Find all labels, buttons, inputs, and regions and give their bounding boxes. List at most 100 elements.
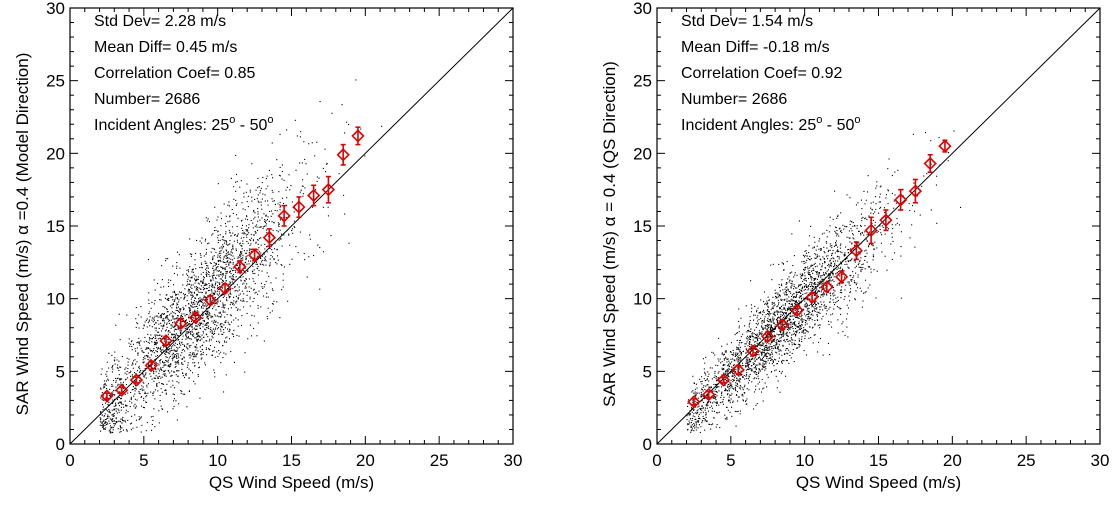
scatter-point	[782, 314, 784, 316]
scatter-point	[805, 315, 807, 317]
scatter-point	[201, 357, 203, 359]
scatter-point	[238, 294, 240, 296]
scatter-point	[153, 373, 155, 375]
scatter-point	[853, 275, 855, 277]
scatter-point	[793, 361, 795, 363]
scatter-point	[243, 306, 245, 308]
scatter-point	[738, 344, 740, 346]
scatter-point	[754, 344, 756, 346]
scatter-point	[294, 119, 296, 121]
scatter-point	[161, 265, 163, 267]
scatter-point	[142, 361, 144, 363]
scatter-point	[781, 283, 783, 285]
scatter-point	[131, 362, 133, 364]
scatter-point	[229, 329, 231, 331]
scatter-point	[104, 428, 106, 430]
scatter-point	[241, 245, 243, 247]
scatter-point	[696, 413, 698, 415]
scatter-point	[175, 365, 177, 367]
scatter-point	[117, 428, 119, 430]
scatter-point	[212, 337, 214, 339]
scatter-point	[248, 278, 250, 280]
scatter-point	[852, 233, 854, 235]
scatter-point	[206, 354, 208, 356]
scatter-point	[836, 217, 838, 219]
scatter-point	[218, 350, 220, 352]
scatter-point	[164, 351, 166, 353]
scatter-point	[253, 280, 255, 282]
scatter-point	[753, 378, 755, 380]
scatter-point	[165, 294, 167, 296]
scatter-point	[185, 374, 187, 376]
scatter-point	[211, 301, 213, 303]
scatter-point	[789, 319, 791, 321]
scatter-point	[900, 246, 902, 248]
scatter-point	[912, 133, 914, 135]
scatter-point	[216, 274, 218, 276]
scatter-point	[780, 323, 782, 325]
scatter-point	[181, 362, 183, 364]
scatter-point	[282, 197, 284, 199]
scatter-point	[253, 211, 255, 213]
scatter-point	[227, 204, 229, 206]
scatter-point	[251, 163, 253, 165]
scatter-point	[176, 353, 178, 355]
scatter-point	[725, 406, 727, 408]
scatter-point	[798, 307, 800, 309]
scatter-point	[878, 212, 880, 214]
scatter-point	[837, 249, 839, 251]
scatter-point	[265, 256, 267, 258]
scatter-point	[185, 319, 187, 321]
scatter-point	[202, 317, 204, 319]
scatter-point	[149, 373, 151, 375]
scatter-point	[274, 248, 276, 250]
scatter-point	[155, 327, 157, 329]
scatter-point	[111, 371, 113, 373]
scatter-point	[693, 425, 695, 427]
scatter-point	[182, 274, 184, 276]
scatter-point	[257, 322, 259, 324]
scatter-point	[755, 364, 757, 366]
scatter-point	[199, 323, 201, 325]
scatter-point	[261, 182, 263, 184]
scatter-point	[732, 354, 734, 356]
scatter-point	[735, 390, 737, 392]
scatter-point	[725, 351, 727, 353]
scatter-point	[751, 333, 753, 335]
scatter-point	[107, 417, 109, 419]
scatter-point	[711, 351, 713, 353]
scatter-point	[163, 345, 165, 347]
scatter-point	[165, 359, 167, 361]
scatter-point	[226, 254, 228, 256]
scatter-point	[260, 282, 262, 284]
mean-marker	[277, 209, 291, 223]
scatter-point	[251, 237, 253, 239]
scatter-point	[225, 231, 227, 233]
scatter-point	[697, 406, 699, 408]
scatter-point	[841, 286, 843, 288]
scatter-point	[188, 292, 190, 294]
scatter-point	[104, 424, 106, 426]
scatter-point	[793, 333, 795, 335]
scatter-point	[177, 293, 179, 295]
scatter-point	[801, 318, 803, 320]
scatter-point	[222, 311, 224, 313]
scatter-point	[202, 311, 204, 313]
scatter-point	[192, 335, 194, 337]
scatter-point	[242, 230, 244, 232]
scatter-point	[322, 206, 324, 208]
scatter-point	[270, 244, 272, 246]
scatter-point	[291, 230, 293, 232]
scatter-point	[103, 380, 105, 382]
scatter-point	[164, 370, 166, 372]
scatter-point	[104, 419, 106, 421]
scatter-point	[228, 296, 230, 298]
scatter-point	[135, 363, 137, 365]
scatter-point	[239, 309, 241, 311]
scatter-point	[228, 205, 230, 207]
scatter-point	[138, 327, 140, 329]
scatter-point	[148, 320, 150, 322]
scatter-point	[218, 353, 220, 355]
scatter-point	[301, 162, 303, 164]
scatter-point	[846, 226, 848, 228]
